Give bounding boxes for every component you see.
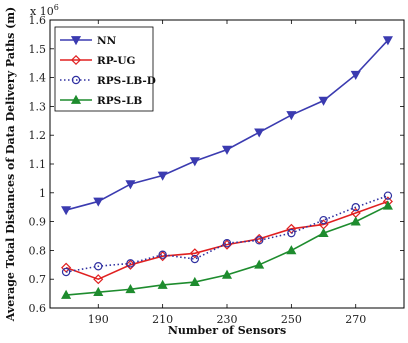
legend-marker-nn (70, 36, 82, 46)
legend-marker-rp-ug (70, 54, 82, 66)
y-tick-label: 1 (39, 187, 46, 200)
y-scale-exponent: 6 (54, 3, 59, 12)
legend-label-rp-ug: RP-UG (97, 55, 136, 67)
y-tick-label: 1.1 (29, 158, 47, 171)
data-point-nn (286, 111, 297, 121)
y-tick-label: 1.2 (29, 129, 47, 142)
data-point-rps-lb-d (158, 250, 167, 259)
legend-label-rps-lb-d: RPS-LB-D (97, 75, 156, 87)
data-point-rp-ug (125, 259, 136, 270)
data-point-rps-lb-d (319, 215, 328, 225)
y-tick-label: 1.3 (29, 100, 47, 113)
data-point-rps-lb-d (61, 267, 71, 277)
y-axis-label: Average Total Distances of Data Delivery… (4, 7, 17, 322)
data-point-rps-lb (189, 276, 200, 286)
data-point-rps-lb (61, 289, 72, 299)
data-point-rps-lb-d (383, 191, 393, 200)
data-point-rps-lb (286, 245, 297, 255)
data-point-nn (318, 96, 329, 106)
series-line-rp-ug (65, 200, 389, 281)
series-line-rps-lb-d (65, 194, 389, 273)
data-point-rps-lb (382, 200, 393, 210)
data-point-nn (157, 171, 168, 181)
x-tick-label: 210 (152, 313, 173, 326)
x-tick-label: 190 (88, 313, 109, 326)
y-scale-label: x 106 (30, 3, 59, 18)
series-group (61, 36, 393, 299)
data-point-rps-lb (93, 286, 104, 297)
y-tick-label: 1.5 (29, 43, 47, 56)
data-point-rps-lb-d (126, 259, 135, 268)
y-tick-label: 0.9 (29, 216, 47, 229)
legend-label-rps-lb: RPS-LB (97, 95, 142, 107)
data-point-rps-lb-d (287, 228, 296, 238)
data-point-rps-lb (125, 284, 136, 294)
data-point-rps-lb (254, 259, 265, 269)
x-axis-label: Number of Sensors (168, 324, 286, 337)
x-tick-label: 270 (345, 313, 366, 326)
data-point-nn (125, 180, 136, 190)
y-tick-label: 1.6 (29, 14, 47, 27)
data-point-rp-ug (189, 248, 200, 259)
data-point-nn (189, 157, 200, 167)
legend-marker-rps-lb (70, 94, 82, 104)
legend-marker-rps-lb-d (71, 75, 81, 85)
y-tick-label: 0.6 (29, 302, 47, 315)
data-point-rps-lb-d (190, 254, 200, 264)
data-point-rps-lb (318, 227, 329, 237)
data-point-nn (61, 206, 72, 216)
data-point-nn (254, 128, 265, 138)
data-point-rps-lb (350, 216, 361, 226)
data-point-rps-lb (157, 279, 168, 289)
data-point-nn (221, 145, 233, 155)
y-tick-label: 1.4 (29, 72, 47, 85)
data-point-rps-lb-d (351, 202, 360, 212)
data-point-rps-lb (221, 269, 233, 279)
data-point-rps-lb-d (94, 262, 103, 271)
data-point-rp-ug (286, 223, 297, 234)
axis-ticks: 190 210 230 250 270 0.6 0.7 0.8 0.9 1 1.1 1.2 1.3 1.4… (29, 14, 404, 326)
data-point-rp-ug (93, 274, 104, 285)
data-point-rps-lb-d (222, 238, 232, 248)
y-tick-label: 0.7 (29, 273, 47, 286)
legend: NN RP-UG RPS-LB-D RPS-LB (54, 26, 156, 112)
data-point-nn (382, 36, 393, 46)
x-tick-label: 230 (217, 313, 238, 326)
data-point-nn (93, 197, 104, 207)
legend-label-nn: NN (97, 35, 117, 47)
data-point-nn (350, 70, 361, 80)
x-tick-label: 250 (281, 313, 302, 326)
y-tick-label: 0.8 (29, 244, 47, 257)
data-point-rps-lb-d (254, 236, 264, 245)
legend-box (54, 26, 154, 112)
